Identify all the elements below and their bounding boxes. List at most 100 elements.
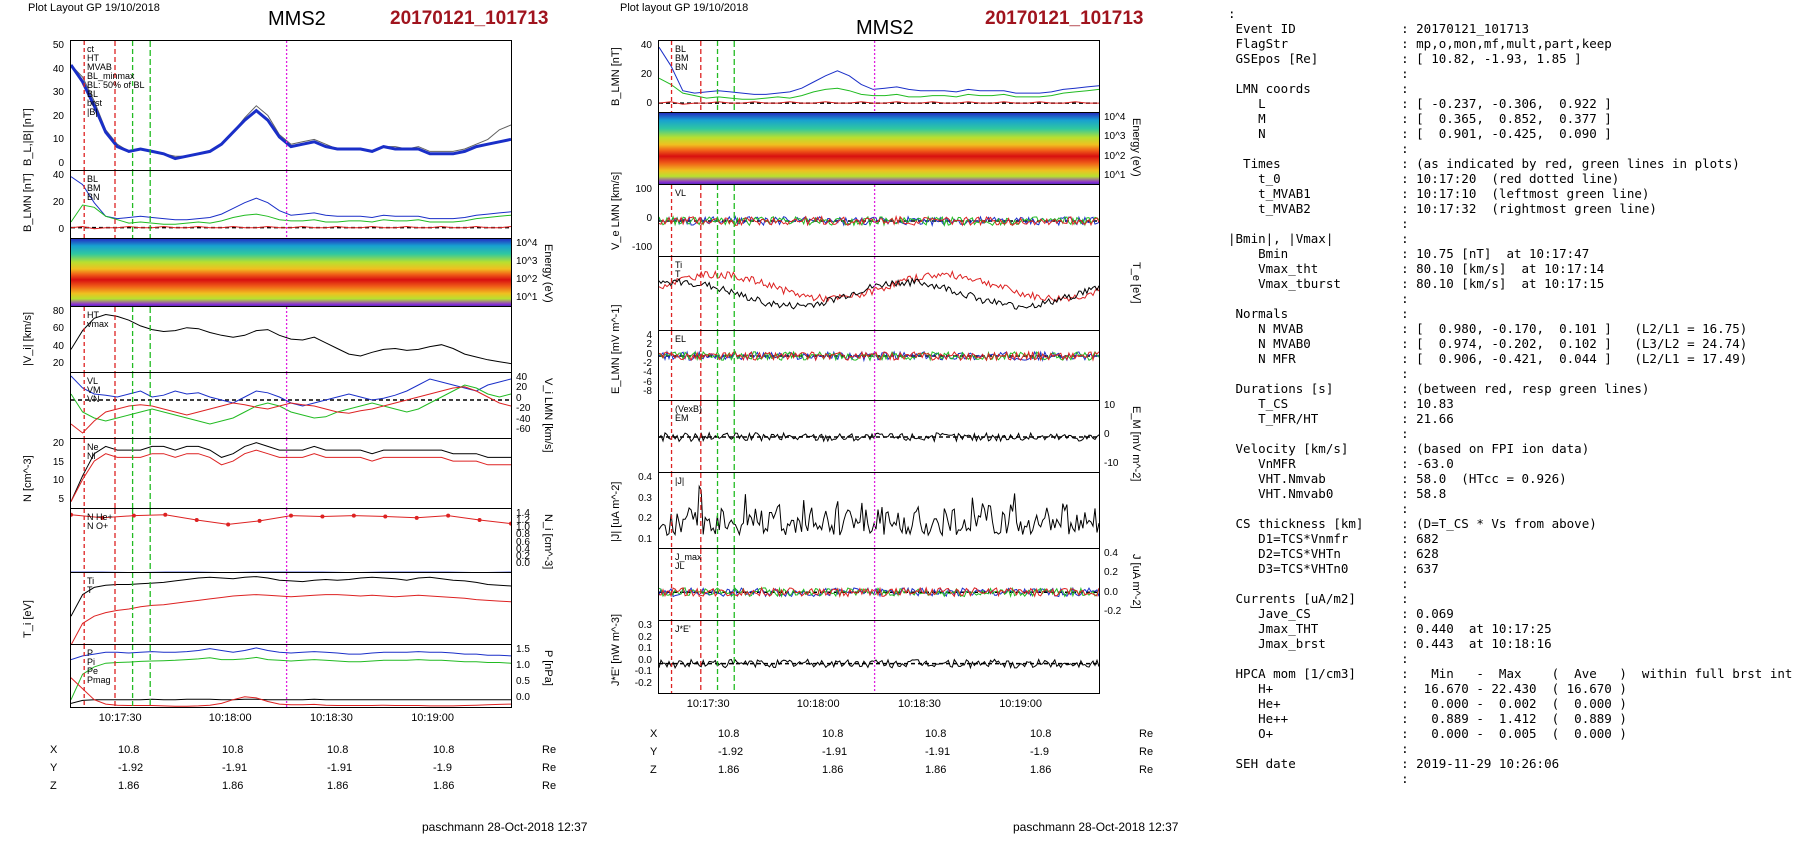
info-line: Jave_CS : 0.069 [1228, 606, 1454, 621]
eph-value: 10.8 [718, 728, 740, 740]
ytick-Ve: -100 [631, 242, 652, 253]
point-NHe [71, 512, 73, 517]
eph-label: X [650, 728, 658, 740]
legend-BLMN2: BL [675, 44, 687, 54]
legend-N: Ne [87, 442, 99, 452]
info-line: N : [ 0.901, -0.425, 0.090 ] [1228, 126, 1612, 141]
legend-BLMN: BM [87, 183, 101, 193]
ylabel-BLMN: B_LMN [nT] [22, 173, 34, 232]
legend-P: Pi [87, 657, 96, 667]
layout-label-1: Plot Layout GP 19/10/2018 [28, 2, 160, 14]
info-line: : [1228, 291, 1409, 306]
ytick-B: 20 [52, 110, 64, 122]
ytick-Ni: 0.6 [516, 536, 530, 548]
legend-ViLMN: VN [87, 394, 100, 404]
eph-value: 1.86 [433, 780, 455, 792]
series-N-Ne [71, 449, 511, 502]
info-line: VHT.Nmvab : 58.0 (HTcc = 0.926) [1228, 471, 1567, 486]
legend-B: MVAB [87, 62, 112, 72]
info-line: : [1228, 366, 1409, 381]
legend-B: BL_minmax [87, 71, 135, 81]
ytick-P: 1.0 [516, 660, 530, 671]
panel-B: ct HT MVAB BL_minmax BL: 50% of BL BL brst |B| [70, 40, 512, 174]
ytick-E: -4 [643, 367, 652, 379]
info-line: : [1228, 741, 1409, 756]
panel-JE: J*E' [658, 620, 1100, 694]
panel-J: |J| [658, 472, 1100, 550]
point-NHe [163, 512, 168, 517]
info-line: GSEpos [Re] : [ 10.82, -1.93, 1.85 ] [1228, 51, 1582, 66]
ytick-Ee: 10^1 [1104, 170, 1126, 181]
ytick-P: 1.5 [516, 644, 530, 655]
ytick-E: 2 [646, 339, 652, 351]
legend-BLMN2: BN [675, 62, 688, 72]
info-line: N MVAB : [ 0.980, -0.170, 0.101 ] (L2/L1… [1228, 321, 1748, 336]
ytick-E: -6 [643, 376, 652, 388]
legend-BLMN2: BM [675, 53, 689, 63]
ytick-JE: 0.3 [638, 620, 652, 631]
ytick-JE: -0.1 [634, 666, 652, 678]
eph-value: 1.86 [822, 764, 844, 776]
info-line: D3=TCS*VHTn0 : 637 [1228, 561, 1439, 576]
legend-BLMN: BN [87, 192, 100, 202]
series-BLMN2-BL [659, 46, 1099, 95]
ytick-BLMN2: 40 [640, 40, 652, 51]
ytick-ViLMN: -20 [516, 403, 531, 415]
info-line: HPCA mom [1/cm3] : Min - Max ( Ave ) wit… [1228, 666, 1793, 681]
ytick-Ve: 100 [635, 184, 652, 195]
ytick-JE: 0.2 [638, 631, 652, 643]
ytick-JLMN: 0.4 [1104, 548, 1118, 559]
info-line: : [1228, 501, 1409, 516]
ytick-E: 0 [646, 348, 652, 360]
legend-ViLMN: VM [87, 385, 101, 395]
point-NHe [320, 514, 325, 519]
eph-label: X [50, 744, 58, 756]
ylabel-Ni: N_i [cm^-3] [542, 514, 554, 570]
legend-JLMN: J_max [675, 552, 702, 562]
info-line: t_0 : 10:17:20 (red dotted line) [1228, 171, 1620, 186]
legend-BLMN: BL [87, 174, 99, 184]
ytick-EM: 10 [1104, 400, 1116, 411]
info-line: VnMFR : -63.0 [1228, 456, 1454, 471]
legend-Ni: N O+ [87, 521, 109, 531]
eph-value: -1.91 [925, 746, 951, 758]
series-Te-0 [659, 269, 1099, 303]
series-Ti-Ti [71, 576, 511, 617]
legend-B: HT [87, 53, 99, 63]
series-Vi-|Vi| [71, 313, 511, 365]
series-N-Ni [71, 442, 511, 502]
eph-value: -1.9 [1030, 746, 1049, 758]
legend-E: EL [675, 334, 687, 344]
legend-JE: J*E' [675, 624, 691, 634]
info-line: Velocity [km/s] : (based on FPI ion data… [1228, 441, 1590, 456]
legend-P: Pmag [87, 675, 111, 685]
ylabel-N: N [cm^-3] [22, 455, 34, 502]
ytick-P: 0.0 [516, 692, 530, 703]
info-line: T_CS : 10.83 [1228, 396, 1454, 411]
ytick-JE: 0.1 [638, 643, 652, 655]
info-line: SEH date : 2019-11-29 10:26:06 [1228, 756, 1560, 771]
eph-value: 1.86 [222, 780, 244, 792]
ytick-BLMN: 0 [58, 224, 64, 235]
legend-Vi: vmax [87, 319, 109, 329]
legend-Ti: T [87, 585, 93, 595]
ytick-B: 0 [58, 158, 64, 169]
info-line: VHT.Nmvab0 : 58.8 [1228, 486, 1447, 501]
point-NHe [131, 513, 136, 518]
panel-BLMN: BL BM BN [70, 170, 512, 240]
eph-unit: Re [542, 780, 557, 792]
info-line: LMN coords : [1228, 81, 1409, 96]
time-tick: 10:18:30 [898, 698, 941, 710]
eph-value: 1.86 [327, 780, 349, 792]
eph-value: 10.8 [1030, 728, 1052, 740]
eph-value: -1.92 [118, 762, 144, 774]
series-ViLMN-VM [71, 384, 511, 425]
eph-value: 1.86 [118, 780, 140, 792]
info-line: t_MVAB1 : 10:17:10 (leftmost green line) [1228, 186, 1650, 201]
series-BLMN-BN [71, 225, 511, 230]
ytick-Ee: 10^3 [1104, 131, 1126, 143]
info-line: T_MFR/HT : 21.66 [1228, 411, 1454, 426]
info-line: : [1228, 6, 1236, 21]
legend-Ve: VL [675, 188, 687, 198]
series-Ti-T [71, 594, 511, 645]
